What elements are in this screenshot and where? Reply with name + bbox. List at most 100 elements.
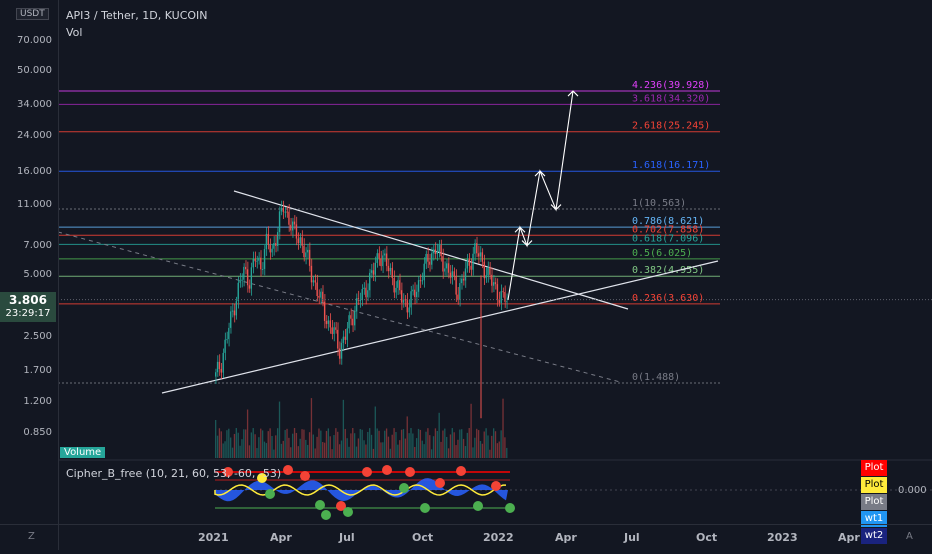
indicator-signal-dot — [382, 465, 392, 475]
time-axis[interactable] — [0, 524, 932, 551]
indicator-title[interactable]: Cipher_B_free (10, 21, 60, 53, -60, -53) — [66, 467, 282, 480]
candle-body — [496, 284, 499, 300]
candle-body — [265, 233, 268, 250]
volume-bar — [355, 446, 358, 458]
indicator-signal-dot — [343, 507, 353, 517]
volume-bar — [239, 445, 241, 458]
volume-bar — [222, 443, 224, 458]
candle-body — [427, 253, 429, 262]
y-tick-label: 1.200 — [23, 396, 52, 408]
candle-body — [451, 271, 453, 278]
volume-bar — [417, 428, 420, 458]
candle-body — [220, 368, 222, 373]
candle-body — [417, 280, 420, 292]
x-tick-label: Oct — [696, 531, 718, 544]
candle-body — [299, 237, 301, 244]
candle-body — [273, 242, 275, 249]
x-tick-label: 2021 — [198, 531, 229, 544]
candle-body — [453, 271, 455, 277]
volume-bar — [278, 401, 281, 458]
price-axis[interactable] — [0, 0, 59, 550]
symbol-title[interactable]: API3 / Tether, 1D, KUCOIN — [66, 9, 208, 22]
volume-bar — [254, 434, 256, 458]
volume-bar — [459, 429, 461, 458]
volume-bar — [380, 442, 382, 458]
indicator-signal-dot — [257, 473, 267, 483]
projection-arrow-down — [550, 204, 562, 211]
volume-bar — [216, 435, 219, 458]
y-tick-label: 70.000 — [17, 35, 52, 47]
candle-body — [329, 320, 331, 328]
volume-bar — [301, 429, 303, 458]
fib-level-label: 2.618(25.245) — [632, 121, 710, 132]
candle-body — [372, 270, 375, 275]
candle-body — [348, 315, 350, 329]
indicator-signal-dot — [283, 465, 293, 475]
volume-bar — [374, 406, 376, 458]
volume-bar — [387, 436, 390, 458]
candle-body — [470, 265, 472, 270]
candle-body — [256, 260, 258, 262]
volume-bar — [438, 412, 440, 458]
candle-body — [506, 301, 508, 303]
candle-body — [487, 266, 489, 276]
volume-bar — [310, 398, 313, 458]
candle-body — [276, 232, 279, 246]
fib-level-label: 0(1.488) — [632, 372, 680, 383]
candle-body — [293, 221, 296, 225]
x-tick-label: Apr — [270, 531, 292, 544]
volume-bar — [265, 443, 268, 458]
indicator-signal-dot — [336, 501, 346, 511]
volume-bar — [267, 431, 269, 458]
y-tick-label: 2.500 — [23, 330, 52, 342]
candle-body — [492, 282, 495, 286]
volume-bar — [369, 428, 371, 458]
x-tick-label: Jul — [624, 531, 640, 544]
volume-bar — [400, 429, 403, 458]
volume-bar — [477, 430, 480, 458]
candle-body — [419, 280, 422, 282]
candle-body — [483, 261, 485, 279]
volume-bar — [408, 433, 410, 458]
candle-body — [292, 221, 294, 231]
zoom-icon[interactable]: Z — [28, 531, 35, 542]
volume-bar — [442, 430, 444, 458]
volume-bar — [415, 438, 418, 458]
candle-body — [278, 211, 281, 233]
volume-bar — [218, 428, 221, 458]
volume-bar — [446, 436, 448, 458]
volume-bar — [470, 403, 472, 458]
volume-indicator-label[interactable]: Vol — [66, 26, 83, 39]
legend-wt1: wt1 — [861, 511, 887, 527]
ascending-trendline — [161, 260, 719, 394]
indicator-signal-dot — [435, 478, 445, 488]
indicator-legend: Plot Plot Plot wt1 wt2 — [861, 460, 887, 545]
volume-bar — [323, 442, 326, 458]
candle-body — [352, 318, 354, 326]
candle-body — [502, 291, 504, 293]
auto-scale-icon[interactable]: A — [906, 531, 913, 542]
candle-body — [370, 270, 373, 273]
indicator-signal-dot — [491, 481, 501, 491]
candle-body — [389, 267, 391, 272]
volume-bar — [487, 435, 489, 458]
volume-bar — [402, 429, 405, 458]
volume-bar — [436, 430, 438, 458]
volume-bar — [318, 428, 320, 458]
projection-arrow-down — [521, 240, 533, 247]
volume-bar — [271, 435, 273, 458]
currency-badge[interactable]: USDT — [16, 8, 49, 20]
volume-bar — [292, 433, 294, 458]
volume-bar — [273, 449, 275, 458]
indicator-signal-dot — [265, 489, 275, 499]
volume-bar — [421, 440, 423, 458]
legend-plot-yellow: Plot — [861, 477, 887, 493]
volume-bar — [419, 429, 422, 458]
volume-bar — [468, 428, 470, 458]
candle-body — [282, 208, 284, 212]
volume-bar — [464, 446, 467, 458]
volume-bar — [282, 440, 284, 458]
candle-body — [228, 327, 230, 340]
